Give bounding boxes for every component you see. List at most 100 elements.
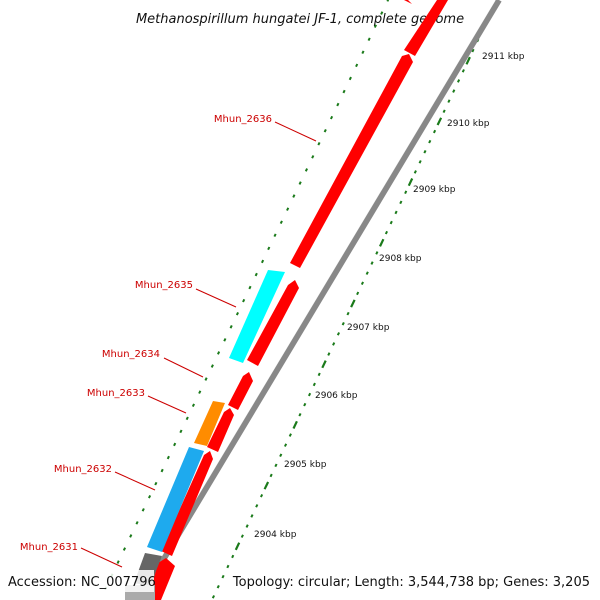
inner-ring-dash-35 <box>166 455 170 460</box>
outer-ring-tick-52 <box>245 524 249 528</box>
outer-ring-tick-11 <box>442 109 446 114</box>
inner-ring-dash-17 <box>279 220 283 225</box>
leader-mhun-2633 <box>147 395 187 414</box>
inner-ring-dash-36 <box>160 468 164 473</box>
inner-ring-dash-31 <box>191 403 196 408</box>
leader-mhun-2635 <box>195 288 237 308</box>
inner-ring-dash-0 <box>386 0 390 2</box>
outer-ring-tick-32 <box>341 321 345 326</box>
leader-mhun-2634 <box>163 357 204 378</box>
outer-ring-tick-10 <box>447 99 451 103</box>
inner-ring-dash-33 <box>179 429 183 434</box>
outer-ring-tick-48 <box>263 481 270 490</box>
inner-ring-dash-21 <box>254 272 258 277</box>
outer-ring-tick-8 <box>456 79 461 83</box>
outer-ring-tick-17 <box>413 170 417 174</box>
feature-cyan <box>229 270 285 363</box>
inner-ring-dash-39 <box>141 508 145 512</box>
inner-ring-dash-42 <box>122 547 127 551</box>
outer-ring-tick-51 <box>250 514 254 518</box>
map-title: Methanospirillum hungatei JF-1, complete… <box>136 12 464 27</box>
inner-ring-dash-6 <box>348 76 352 81</box>
outer-ring-tick-34 <box>332 342 336 346</box>
inner-ring-dash-37 <box>154 481 158 486</box>
inner-ring-dash-8 <box>336 102 340 107</box>
outer-ring-tick-54 <box>234 542 241 551</box>
outer-ring-tick-50 <box>255 504 259 508</box>
feature-blue <box>147 447 204 552</box>
inner-dotted-ring <box>104 0 390 591</box>
outer-ring-tick-33 <box>336 332 341 336</box>
outer-ring-tick-59 <box>211 595 216 599</box>
outer-ring-tick-28 <box>360 281 365 286</box>
cds-mhun-2636 <box>290 54 413 268</box>
cds-mhun-2634 <box>228 372 253 410</box>
inner-ring-dash-26 <box>223 338 227 342</box>
outer-ring-tick-18 <box>407 178 414 187</box>
outer-ring-tick-58 <box>216 584 220 589</box>
outer-ring-tick-57 <box>221 574 225 579</box>
inner-ring-dash-14 <box>298 181 302 185</box>
outer-ring-tick-31 <box>346 311 350 316</box>
cds-mhun-2632 <box>161 451 213 556</box>
forward-cds-track <box>148 0 448 600</box>
outer-ring-tick-39 <box>307 392 312 397</box>
inner-ring-dash-22 <box>248 285 252 290</box>
inner-ring-dash-12 <box>311 155 315 159</box>
inner-ring-dash-23 <box>242 298 246 303</box>
outer-ring-tick-55 <box>231 554 235 559</box>
cds-top-right <box>396 0 412 4</box>
leader-mhun-2632 <box>114 471 156 491</box>
gene-label-mhun-2632: Mhun_2632 <box>54 464 112 475</box>
outer-ring-tick-35 <box>327 352 331 356</box>
outer-ring-tick-23 <box>384 230 389 235</box>
inner-ring-dash-43 <box>116 560 120 564</box>
summary-text: Topology: circular; Length: 3,544,738 bp… <box>232 575 590 590</box>
inner-ring-dash-25 <box>229 324 233 329</box>
summary-bg <box>257 570 597 592</box>
inner-ring-dash-5 <box>355 63 359 68</box>
accession-bg <box>4 570 154 592</box>
outer-ring-tick-15 <box>423 149 427 154</box>
outer-ring-tick-30 <box>350 299 356 308</box>
gene-label-mhun-2636: Mhun_2636 <box>214 114 272 125</box>
outer-ring-tick-7 <box>461 69 465 73</box>
outer-ring-tick-12 <box>436 117 443 126</box>
kbp-label-2907: 2907 kbp <box>347 323 390 333</box>
inner-ring-dash-28 <box>210 364 214 368</box>
inner-ring-dash-2 <box>373 24 378 28</box>
inner-ring-dash-32 <box>185 416 189 421</box>
kbp-label-2908: 2908 kbp <box>379 254 422 264</box>
outer-ring-tick-20 <box>399 200 403 205</box>
inner-ring-dash-38 <box>147 494 152 499</box>
cds-mhun-2633 <box>207 408 234 452</box>
outer-ring-tick-24 <box>379 238 385 247</box>
outer-ring-tick-45 <box>279 453 283 458</box>
feature-orange <box>194 401 225 446</box>
gene-label-mhun-2635: Mhun_2635 <box>135 280 193 291</box>
inner-ring-dash-13 <box>304 168 309 172</box>
kbp-label-2906: 2906 kbp <box>315 391 358 401</box>
outer-ring-tick-26 <box>370 261 374 265</box>
outer-ring-tick-40 <box>303 402 307 407</box>
gene-label-mhun-2631: Mhun_2631 <box>20 542 78 553</box>
inner-ring-dash-16 <box>286 207 290 211</box>
inner-ring-dash-1 <box>380 11 384 15</box>
kbp-label-2904: 2904 kbp <box>254 530 297 540</box>
inner-ring-dash-9 <box>329 115 334 120</box>
inner-ring-dash-34 <box>173 442 177 447</box>
leader-mhun-2636 <box>274 121 317 142</box>
outer-ring-tick-16 <box>418 160 422 164</box>
outer-ring-tick-9 <box>452 89 456 93</box>
genome-backbone <box>136 0 502 600</box>
outer-ring-tick-5 <box>471 48 475 53</box>
inner-ring-dash-20 <box>260 259 265 264</box>
inner-ring-dash-7 <box>342 89 346 94</box>
inner-ring-dash-18 <box>273 233 277 238</box>
gene-labels: Mhun_2636 Mhun_2635 Mhun_2634 Mhun_2633 … <box>20 114 317 568</box>
outer-ring-tick-22 <box>389 220 393 225</box>
outer-ring-tick-13 <box>432 129 437 134</box>
kbp-label-2911: 2911 kbp <box>482 52 525 62</box>
outer-ring-tick-25 <box>375 251 379 255</box>
inner-ring-dash-27 <box>216 351 221 355</box>
